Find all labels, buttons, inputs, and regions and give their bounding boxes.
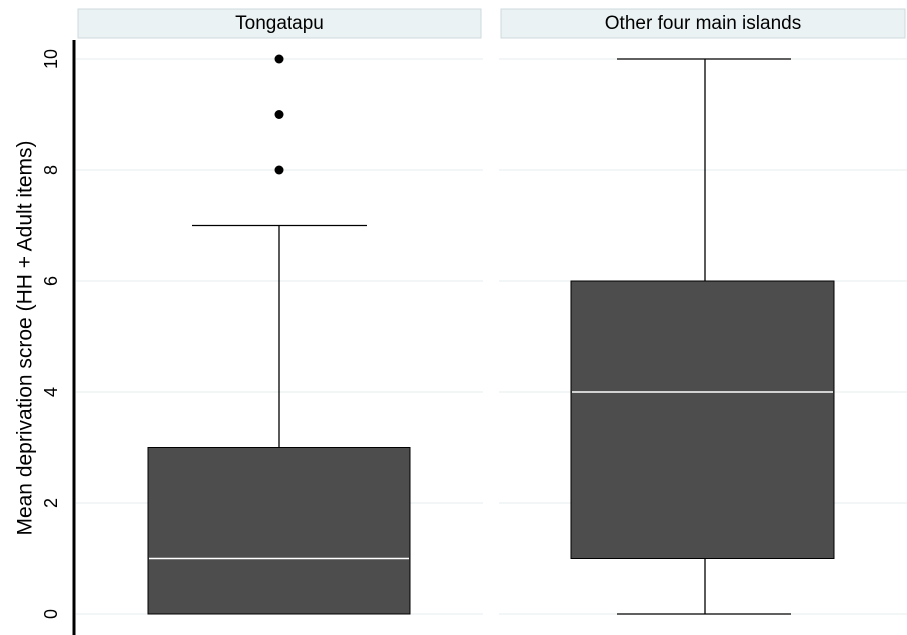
panel-title: Other four main islands (605, 13, 801, 34)
y-tick-label-10: 10 (41, 49, 61, 69)
y-tick-label-4: 4 (41, 387, 61, 397)
y-tick-label-6: 6 (41, 276, 61, 286)
outlier-point (274, 54, 284, 64)
y-tick-label-2: 2 (41, 498, 61, 508)
outlier-point (274, 110, 284, 119)
panels: Tongatapu Other four main islands (77, 8, 906, 615)
y-axis: 0 2 4 6 8 10 Mean deprivation scroe (HH + Adu… (14, 40, 76, 635)
panel-title: Tongatapu (235, 13, 324, 34)
y-axis-title: Mean deprivation scroe (HH + Adult items… (14, 140, 37, 535)
iqr-box (147, 447, 411, 615)
y-tick-label-0: 0 (41, 609, 61, 619)
y-tick-labels: 0 2 4 6 8 10 (41, 49, 61, 619)
outlier-point (274, 165, 284, 175)
y-tick-label-8: 8 (41, 165, 61, 175)
panel-strip (500, 8, 906, 39)
panel-2: Other four main islands (500, 8, 906, 615)
panel-strip (77, 8, 482, 39)
panel-1: Tongatapu (77, 8, 482, 615)
iqr-box (570, 280, 835, 559)
